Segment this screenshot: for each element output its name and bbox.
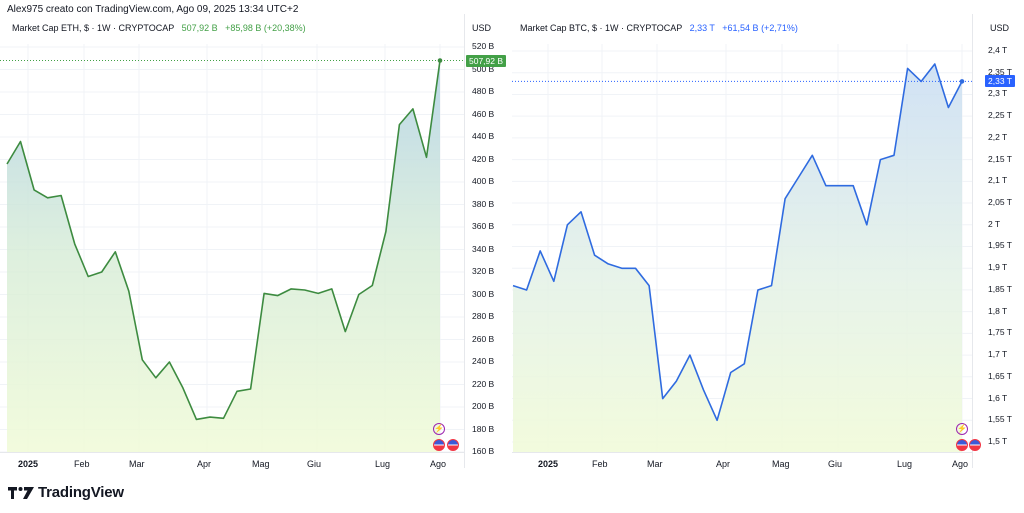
- price-axis-tick: 1,55 T: [988, 414, 1012, 425]
- btc-price-axis-divider: [972, 14, 973, 468]
- price-axis-tick: 520 B: [472, 41, 495, 51]
- price-axis-tick: 420 B: [472, 153, 495, 164]
- eth-legend-value: 507,92 B: [181, 23, 218, 33]
- price-axis-tick: 1,75 T: [988, 327, 1012, 338]
- eth-currency-label[interactable]: USD: [472, 23, 492, 33]
- time-axis-tick: Giu: [307, 459, 322, 469]
- btc-legend-change: +61,54 B (+2,71%): [722, 23, 798, 33]
- price-axis-tick: 180 B: [472, 423, 495, 434]
- price-axis-tick: 500 B: [472, 63, 495, 74]
- time-axis-tick: 2025: [538, 459, 559, 469]
- us-flag-event-icon[interactable]: [433, 439, 445, 451]
- price-axis-tick: 480 B: [472, 86, 495, 96]
- chart-credit: Alex975 creato con TradingView.com, Ago …: [7, 4, 299, 15]
- eth-chart-plot[interactable]: [0, 14, 512, 468]
- time-axis-tick: Lug: [897, 459, 913, 469]
- btc-legend: Market Cap BTC, $ · 1W · CRYPTOCAP 2,33 …: [520, 23, 798, 33]
- eth-line-series: [6, 60, 441, 421]
- price-axis-tick: 2,1 T: [988, 175, 1008, 186]
- time-axis-tick: Lug: [375, 459, 391, 469]
- tradingview-logo-icon: [8, 486, 34, 499]
- price-axis-tick: 300 B: [472, 288, 495, 299]
- eth-price-axis-divider: [464, 14, 465, 468]
- price-axis-tick: 240 B: [472, 356, 495, 366]
- btc-currency-label[interactable]: USD: [990, 23, 1010, 33]
- time-axis-tick: Ago: [430, 459, 447, 469]
- price-axis-tick: 2,3 T: [988, 88, 1008, 99]
- price-axis-tick: 160 B: [472, 446, 495, 456]
- eth-legend-symbol: Market Cap ETH, $ · 1W · CRYPTOCAP: [12, 23, 175, 33]
- price-axis-tick: 1,7 T: [988, 349, 1008, 360]
- time-axis-tick: Feb: [74, 459, 90, 469]
- tradingview-logo[interactable]: TradingView: [8, 484, 124, 501]
- price-axis-tick: 2,2 T: [988, 131, 1008, 142]
- eth-chart-panel[interactable]: Market Cap ETH, $ · 1W · CRYPTOCAP 507,9…: [0, 14, 512, 469]
- time-axis-tick: Ago: [952, 459, 969, 469]
- price-axis-tick: 2,25 T: [988, 110, 1012, 121]
- price-axis-tick: 1,85 T: [988, 283, 1012, 294]
- price-axis-tick: 260 B: [472, 333, 495, 344]
- price-axis-tick: 1,6 T: [988, 392, 1008, 403]
- time-axis-tick: Apr: [716, 459, 731, 469]
- price-axis-tick: 2,05 T: [988, 197, 1012, 208]
- btc-time-axis-divider: [512, 452, 972, 453]
- price-axis-tick: 2,35 T: [988, 66, 1012, 77]
- btc-price-tag: 2,33 T: [985, 75, 1015, 88]
- lightning-event-icon[interactable]: ⚡: [433, 423, 445, 435]
- price-axis-tick: 360 B: [472, 221, 495, 231]
- price-axis-tick: 400 B: [472, 176, 495, 186]
- time-axis-tick: Mar: [129, 459, 145, 469]
- price-axis-tick: 2,4 T: [988, 45, 1008, 55]
- price-axis-tick: 1,9 T: [988, 262, 1008, 273]
- btc-line-series: [512, 63, 963, 422]
- price-axis-tick: 1,8 T: [988, 305, 1008, 316]
- btc-area-fill: [513, 64, 962, 452]
- time-axis-tick: Mar: [647, 459, 663, 469]
- eth-price-tag: 507,92 B: [466, 54, 507, 67]
- price-axis-tick: 1,5 T: [988, 435, 1008, 446]
- price-axis-tick: 1,65 T: [988, 370, 1012, 381]
- price-axis-tick: 200 B: [472, 401, 495, 411]
- us-flag-event-icon[interactable]: [956, 439, 968, 451]
- price-axis-tick: 320 B: [472, 266, 495, 276]
- time-axis-tick: Apr: [197, 459, 212, 469]
- eth-time-axis-divider: [0, 452, 464, 453]
- price-axis-tick: 440 B: [472, 131, 495, 141]
- eth-last-point: [437, 58, 443, 63]
- btc-chart-plot[interactable]: [512, 14, 1024, 468]
- price-axis-tick: 380 B: [472, 198, 495, 209]
- price-axis-tick: 2 T: [988, 218, 1001, 229]
- eth-area-fill: [7, 60, 440, 452]
- price-axis-tick: 340 B: [472, 243, 495, 254]
- price-axis-tick: 1,95 T: [988, 240, 1012, 251]
- tradingview-logo-text: TradingView: [38, 484, 124, 501]
- price-axis-tick: 220 B: [472, 378, 495, 389]
- time-axis-tick: 2025: [18, 459, 39, 469]
- eth-legend: Market Cap ETH, $ · 1W · CRYPTOCAP 507,9…: [12, 23, 306, 33]
- eth-legend-change: +85,98 B (+20,38%): [225, 23, 306, 33]
- price-axis-tick: 280 B: [472, 311, 495, 321]
- btc-legend-value: 2,33 T: [689, 23, 715, 33]
- price-axis-tick: 2,15 T: [988, 153, 1012, 164]
- btc-chart-panel[interactable]: Market Cap BTC, $ · 1W · CRYPTOCAP 2,33 …: [512, 14, 1024, 469]
- btc-legend-symbol: Market Cap BTC, $ · 1W · CRYPTOCAP: [520, 23, 683, 33]
- btc-last-point: [959, 79, 965, 84]
- time-axis-tick: Mag: [252, 459, 270, 469]
- lightning-event-icon[interactable]: ⚡: [956, 423, 968, 435]
- us-flag-event-icon[interactable]: [447, 439, 459, 451]
- time-axis-tick: Mag: [772, 459, 790, 469]
- time-axis-tick: Giu: [828, 459, 843, 469]
- price-axis-tick: 460 B: [472, 108, 495, 119]
- time-axis-tick: Feb: [592, 459, 608, 469]
- us-flag-event-icon[interactable]: [969, 439, 981, 451]
